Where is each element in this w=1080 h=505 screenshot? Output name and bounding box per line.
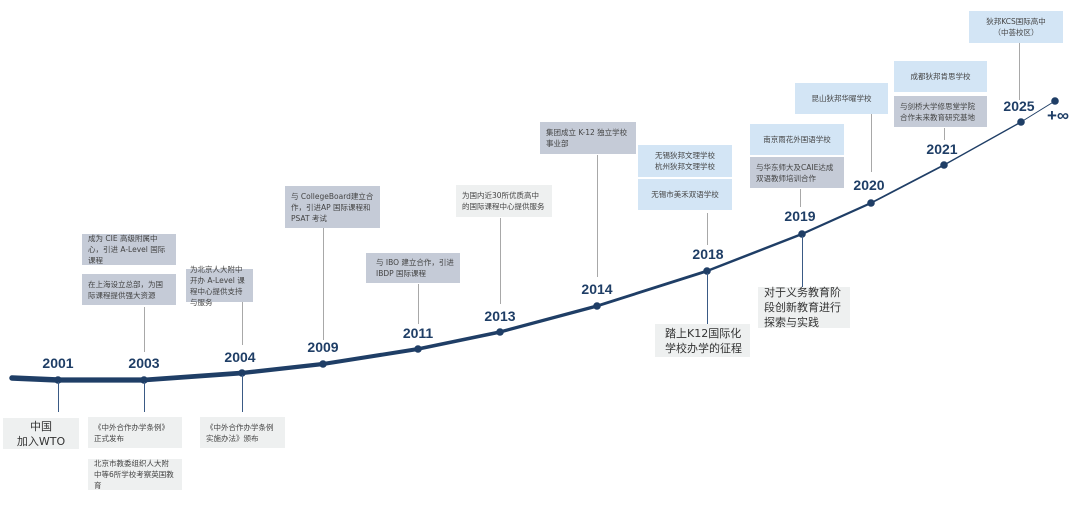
timeline-dot [867, 199, 875, 207]
year-label: 2014 [581, 281, 613, 297]
year-label: 2001 [42, 355, 74, 371]
event-box: 《中外合作办学条例》正式发布 [88, 417, 182, 448]
year-label: 2009 [307, 339, 339, 355]
event-text: 集团成立 K-12 独立学校事业部 [546, 128, 628, 148]
event-box: 与剑桥大学修思堂学院合作未来教育研究基地 [894, 96, 987, 127]
timeline-segment [943, 121, 1022, 166]
event-text: 中国 加入WTO [16, 419, 66, 448]
event-text: 为国内近30所优质高中的国际课程中心提供服务 [462, 191, 545, 211]
timeline-segment [870, 164, 945, 204]
year-label: 2011 [402, 325, 434, 341]
timeline-segment [9, 375, 61, 383]
event-text: 无锡市美禾双语学校 [651, 190, 719, 199]
event-box: 无锡狄邦文理学校 杭州狄邦文理学校 [638, 145, 732, 177]
timeline-dot [414, 345, 422, 353]
event-text: 《中外合作办学条例》正式发布 [94, 422, 169, 443]
connector [800, 189, 801, 207]
timeline-segment [321, 347, 420, 366]
event-box: 南京雨花外国语学校 [750, 124, 844, 155]
connector [242, 302, 243, 345]
connector [418, 284, 419, 324]
event-box: 成都狄邦肯思学校 [894, 61, 987, 92]
event-text: 与华东师大及CAIE达成双语教师培训合作 [756, 162, 834, 183]
event-text: 与剑桥大学修思堂学院合作未来教育研究基地 [900, 101, 975, 122]
connector [323, 228, 324, 340]
timeline-dot [593, 302, 601, 310]
event-text: 成都狄邦肯思学校 [910, 72, 971, 81]
event-box: 《中外合作办学条例实施办法》颁布 [200, 417, 285, 448]
event-text: 踏上K12国际化学校办学的征程 [665, 326, 742, 355]
timeline-segment [705, 232, 804, 273]
year-label: 2019 [784, 208, 816, 224]
year-label: 2003 [128, 355, 160, 371]
timeline-dot [319, 360, 327, 368]
timeline-segment [595, 269, 709, 308]
event-box: 在上海设立总部，为国际课程提供强大资源 [82, 274, 176, 305]
event-box: 与华东师大及CAIE达成双语教师培训合作 [750, 157, 844, 188]
connector [58, 382, 59, 412]
event-box: 北京市教委组织人大附中等6所学校考察英国教育 [88, 459, 182, 490]
event-box: 为北京人大附中开办 A-Level 课程中心提供支持与服务 [186, 265, 253, 307]
connector [144, 382, 145, 412]
event-text: 在上海设立总部，为国际课程提供强大资源 [88, 279, 163, 300]
event-box: 为国内近30所优质高中的国际课程中心提供服务 [456, 185, 552, 217]
event-text: 无锡狄邦文理学校 杭州狄邦文理学校 [655, 151, 715, 171]
event-text: 狄邦KCS国际高中 （中荟校区） [986, 17, 1046, 37]
timeline-segment [141, 370, 245, 383]
timeline-dot [940, 161, 948, 169]
timeline-segment [498, 304, 599, 334]
timeline-dot [703, 267, 711, 275]
event-box: 与 IBO 建立合作，引进 IBDP 国际课程 [366, 253, 460, 283]
year-label: 2025 [1003, 98, 1035, 114]
event-box: 昆山狄邦华曜学校 [795, 83, 888, 114]
timeline-dot [238, 369, 246, 377]
timeline-segment [800, 201, 873, 236]
connector [500, 218, 501, 304]
connector [944, 128, 945, 140]
year-label: 2004 [224, 349, 256, 365]
connector [242, 375, 243, 412]
event-text: 北京市教委组织人大附中等6所学校考察英国教育 [94, 459, 174, 490]
timeline-dot [1051, 97, 1059, 105]
connector [1019, 43, 1020, 100]
timeline-segment [1020, 100, 1056, 123]
event-box: 集团成立 K-12 独立学校事业部 [540, 122, 636, 154]
timeline-dot [798, 230, 806, 238]
event-text: 《中外合作办学条例实施办法》颁布 [206, 422, 274, 443]
event-box: 无锡市美禾双语学校 [638, 179, 732, 210]
event-text: 与 CollegeBoard建立合作，引进AP 国际课程和 PSAT 考试 [291, 191, 374, 223]
connector [707, 213, 708, 245]
timeline-dot [54, 376, 62, 384]
connector [597, 155, 598, 277]
connector [802, 236, 803, 287]
timeline-segment [239, 361, 326, 376]
event-text: 与 IBO 建立合作，引进 IBDP 国际课程 [376, 258, 454, 278]
event-text: 为北京人大附中开办 A-Level 课程中心提供支持与服务 [190, 264, 245, 307]
year-label: 2020 [853, 177, 885, 193]
event-box: 中国 加入WTO [3, 418, 79, 449]
event-box: 踏上K12国际化学校办学的征程 [655, 324, 750, 357]
event-text: 昆山狄邦华曜学校 [811, 94, 872, 103]
connector [707, 273, 708, 324]
connector [144, 307, 145, 352]
event-text: 成为 CIE 高级附属中心，引进 A-Level 国际课程 [88, 234, 166, 265]
event-box: 对于义务教育阶段创新教育进行探索与实践 [758, 286, 850, 329]
event-text: 南京雨花外国语学校 [763, 135, 831, 144]
infinity-label: +∞ [1046, 106, 1070, 125]
connector [871, 114, 872, 172]
timeline-dot [496, 328, 504, 336]
event-box: 与 CollegeBoard建立合作，引进AP 国际课程和 PSAT 考试 [285, 186, 380, 228]
year-label: 2013 [484, 308, 516, 324]
timeline-dot [1017, 118, 1025, 126]
event-text: 对于义务教育阶段创新教育进行探索与实践 [764, 286, 841, 329]
event-box: 成为 CIE 高级附属中心，引进 A-Level 国际课程 [82, 234, 176, 265]
timeline-segment [416, 330, 502, 351]
event-box: 狄邦KCS国际高中 （中荟校区） [969, 11, 1063, 43]
year-label: 2018 [692, 246, 724, 262]
timeline-dot [140, 376, 148, 384]
year-label: 2021 [926, 141, 958, 157]
